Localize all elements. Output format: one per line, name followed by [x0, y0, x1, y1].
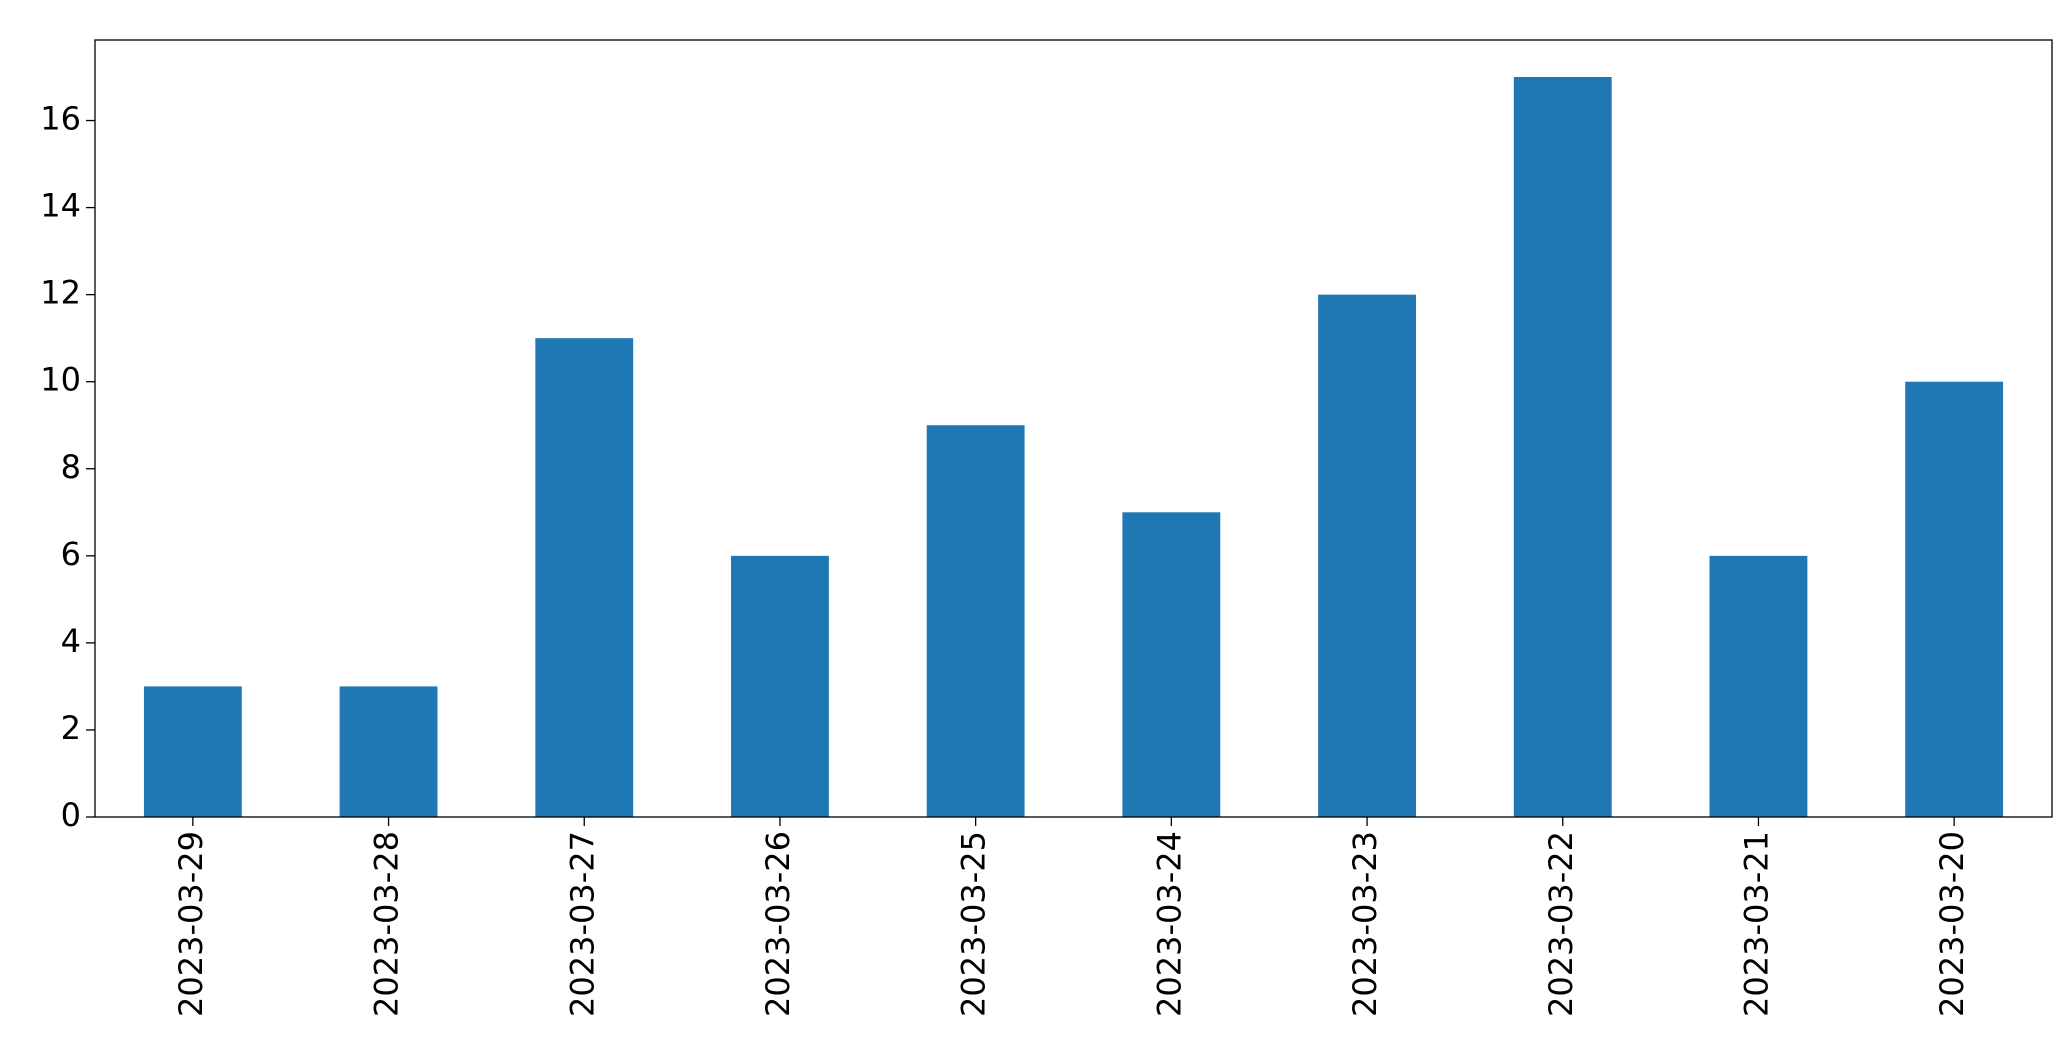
- bar: [1709, 555, 1808, 817]
- y-tick-label: 12: [40, 274, 81, 312]
- y-tick-label: 8: [61, 448, 81, 486]
- y-tick-label: 2: [61, 709, 81, 747]
- x-tick-label: 2023-03-20: [1933, 831, 1971, 1017]
- x-tick-label: 2023-03-27: [563, 831, 601, 1017]
- bar: [339, 686, 438, 817]
- bar: [1318, 294, 1416, 817]
- y-tick-label: 0: [61, 796, 81, 834]
- x-tick-label: 2023-03-25: [955, 831, 993, 1017]
- bar: [1905, 381, 2004, 817]
- bar: [535, 338, 634, 817]
- y-tick-label: 4: [61, 622, 81, 660]
- x-tick-label: 2023-03-22: [1542, 831, 1580, 1017]
- axes-frame: [94, 39, 2053, 818]
- bar: [1513, 77, 1612, 817]
- x-tick-label: 2023-03-26: [759, 831, 797, 1017]
- bar: [926, 425, 1025, 817]
- bar: [143, 686, 242, 817]
- y-tick-label: 6: [61, 535, 81, 573]
- x-tick-label: 2023-03-29: [172, 831, 210, 1017]
- x-tick-label: 2023-03-24: [1150, 831, 1188, 1017]
- bar: [731, 555, 829, 817]
- y-tick-label: 16: [40, 100, 81, 138]
- x-tick-label: 2023-03-23: [1346, 831, 1384, 1017]
- y-tick-label: 14: [40, 187, 81, 225]
- bar: [1122, 512, 1221, 817]
- x-tick-label: 2023-03-21: [1737, 831, 1775, 1017]
- x-tick-label: 2023-03-28: [368, 831, 406, 1017]
- y-tick-label: 10: [40, 361, 81, 399]
